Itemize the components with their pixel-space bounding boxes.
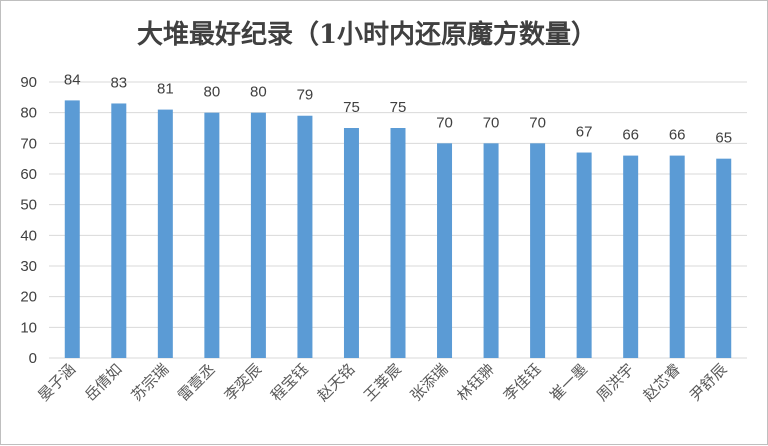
bar: [111, 103, 127, 358]
data-label: 75: [390, 99, 407, 116]
data-label: 66: [669, 127, 686, 144]
bar: [669, 155, 685, 358]
y-tick-label: 30: [20, 258, 37, 275]
bar: [716, 158, 732, 358]
y-tick-label: 70: [20, 135, 37, 152]
y-tick-label: 90: [20, 74, 37, 91]
x-tick-label: 李奕辰: [221, 360, 266, 405]
y-tick-label: 10: [20, 319, 37, 336]
x-tick-label: 雷壹丞: [174, 360, 219, 405]
y-tick-label: 20: [20, 289, 37, 306]
data-label: 80: [204, 84, 221, 101]
data-label: 67: [576, 124, 593, 141]
y-tick-label: 40: [20, 227, 37, 244]
chart-title: 大堆最好纪录（1小时内还原魔方数量）: [137, 19, 597, 50]
bar: [250, 112, 266, 359]
x-tick-label: 程宝钰: [267, 360, 312, 405]
bar: [390, 128, 406, 358]
data-label: 79: [297, 87, 314, 104]
y-tick-label: 60: [20, 166, 37, 183]
x-tick-label: 晏子涵: [35, 360, 80, 405]
y-tick-label: 80: [20, 105, 37, 122]
bar: [623, 155, 639, 358]
data-label: 70: [436, 114, 453, 131]
data-label: 80: [250, 84, 267, 101]
bar: [64, 100, 80, 359]
bar-layer: [64, 100, 732, 359]
data-label: 65: [715, 130, 732, 147]
x-tick-label: 张添瑞: [407, 360, 452, 405]
data-label: 83: [110, 74, 127, 91]
x-tick-label: 李佳钰: [500, 360, 545, 405]
bar: [204, 112, 220, 359]
x-tick-label: 崔一墨: [546, 360, 591, 405]
x-tick-label: 林钰翀: [453, 360, 498, 405]
bar: [297, 115, 313, 358]
x-tick-label: 王莘宸: [360, 360, 405, 405]
y-tick-label: 50: [20, 197, 37, 214]
bar: [157, 109, 173, 358]
data-label: 75: [343, 99, 360, 116]
data-label: 70: [483, 114, 500, 131]
x-tick-label: 岳倩如: [81, 360, 126, 405]
bar: [343, 128, 359, 358]
bar: [576, 152, 592, 358]
bar: [483, 143, 499, 358]
data-label: 84: [64, 71, 81, 88]
bar: [437, 143, 453, 358]
data-label: 70: [529, 114, 546, 131]
x-tick-label: 赵芯睿: [639, 360, 684, 405]
y-tick-label: 0: [29, 350, 37, 367]
bar: [530, 143, 546, 358]
data-label: 81: [157, 81, 174, 98]
x-tick-label: 赵天铭: [314, 360, 359, 405]
x-tick-label: 尹舒辰: [686, 360, 731, 405]
data-label: 66: [622, 127, 639, 144]
x-tick-label: 苏宗瑞: [128, 360, 173, 405]
x-tick-label: 周洪宇: [593, 360, 638, 405]
